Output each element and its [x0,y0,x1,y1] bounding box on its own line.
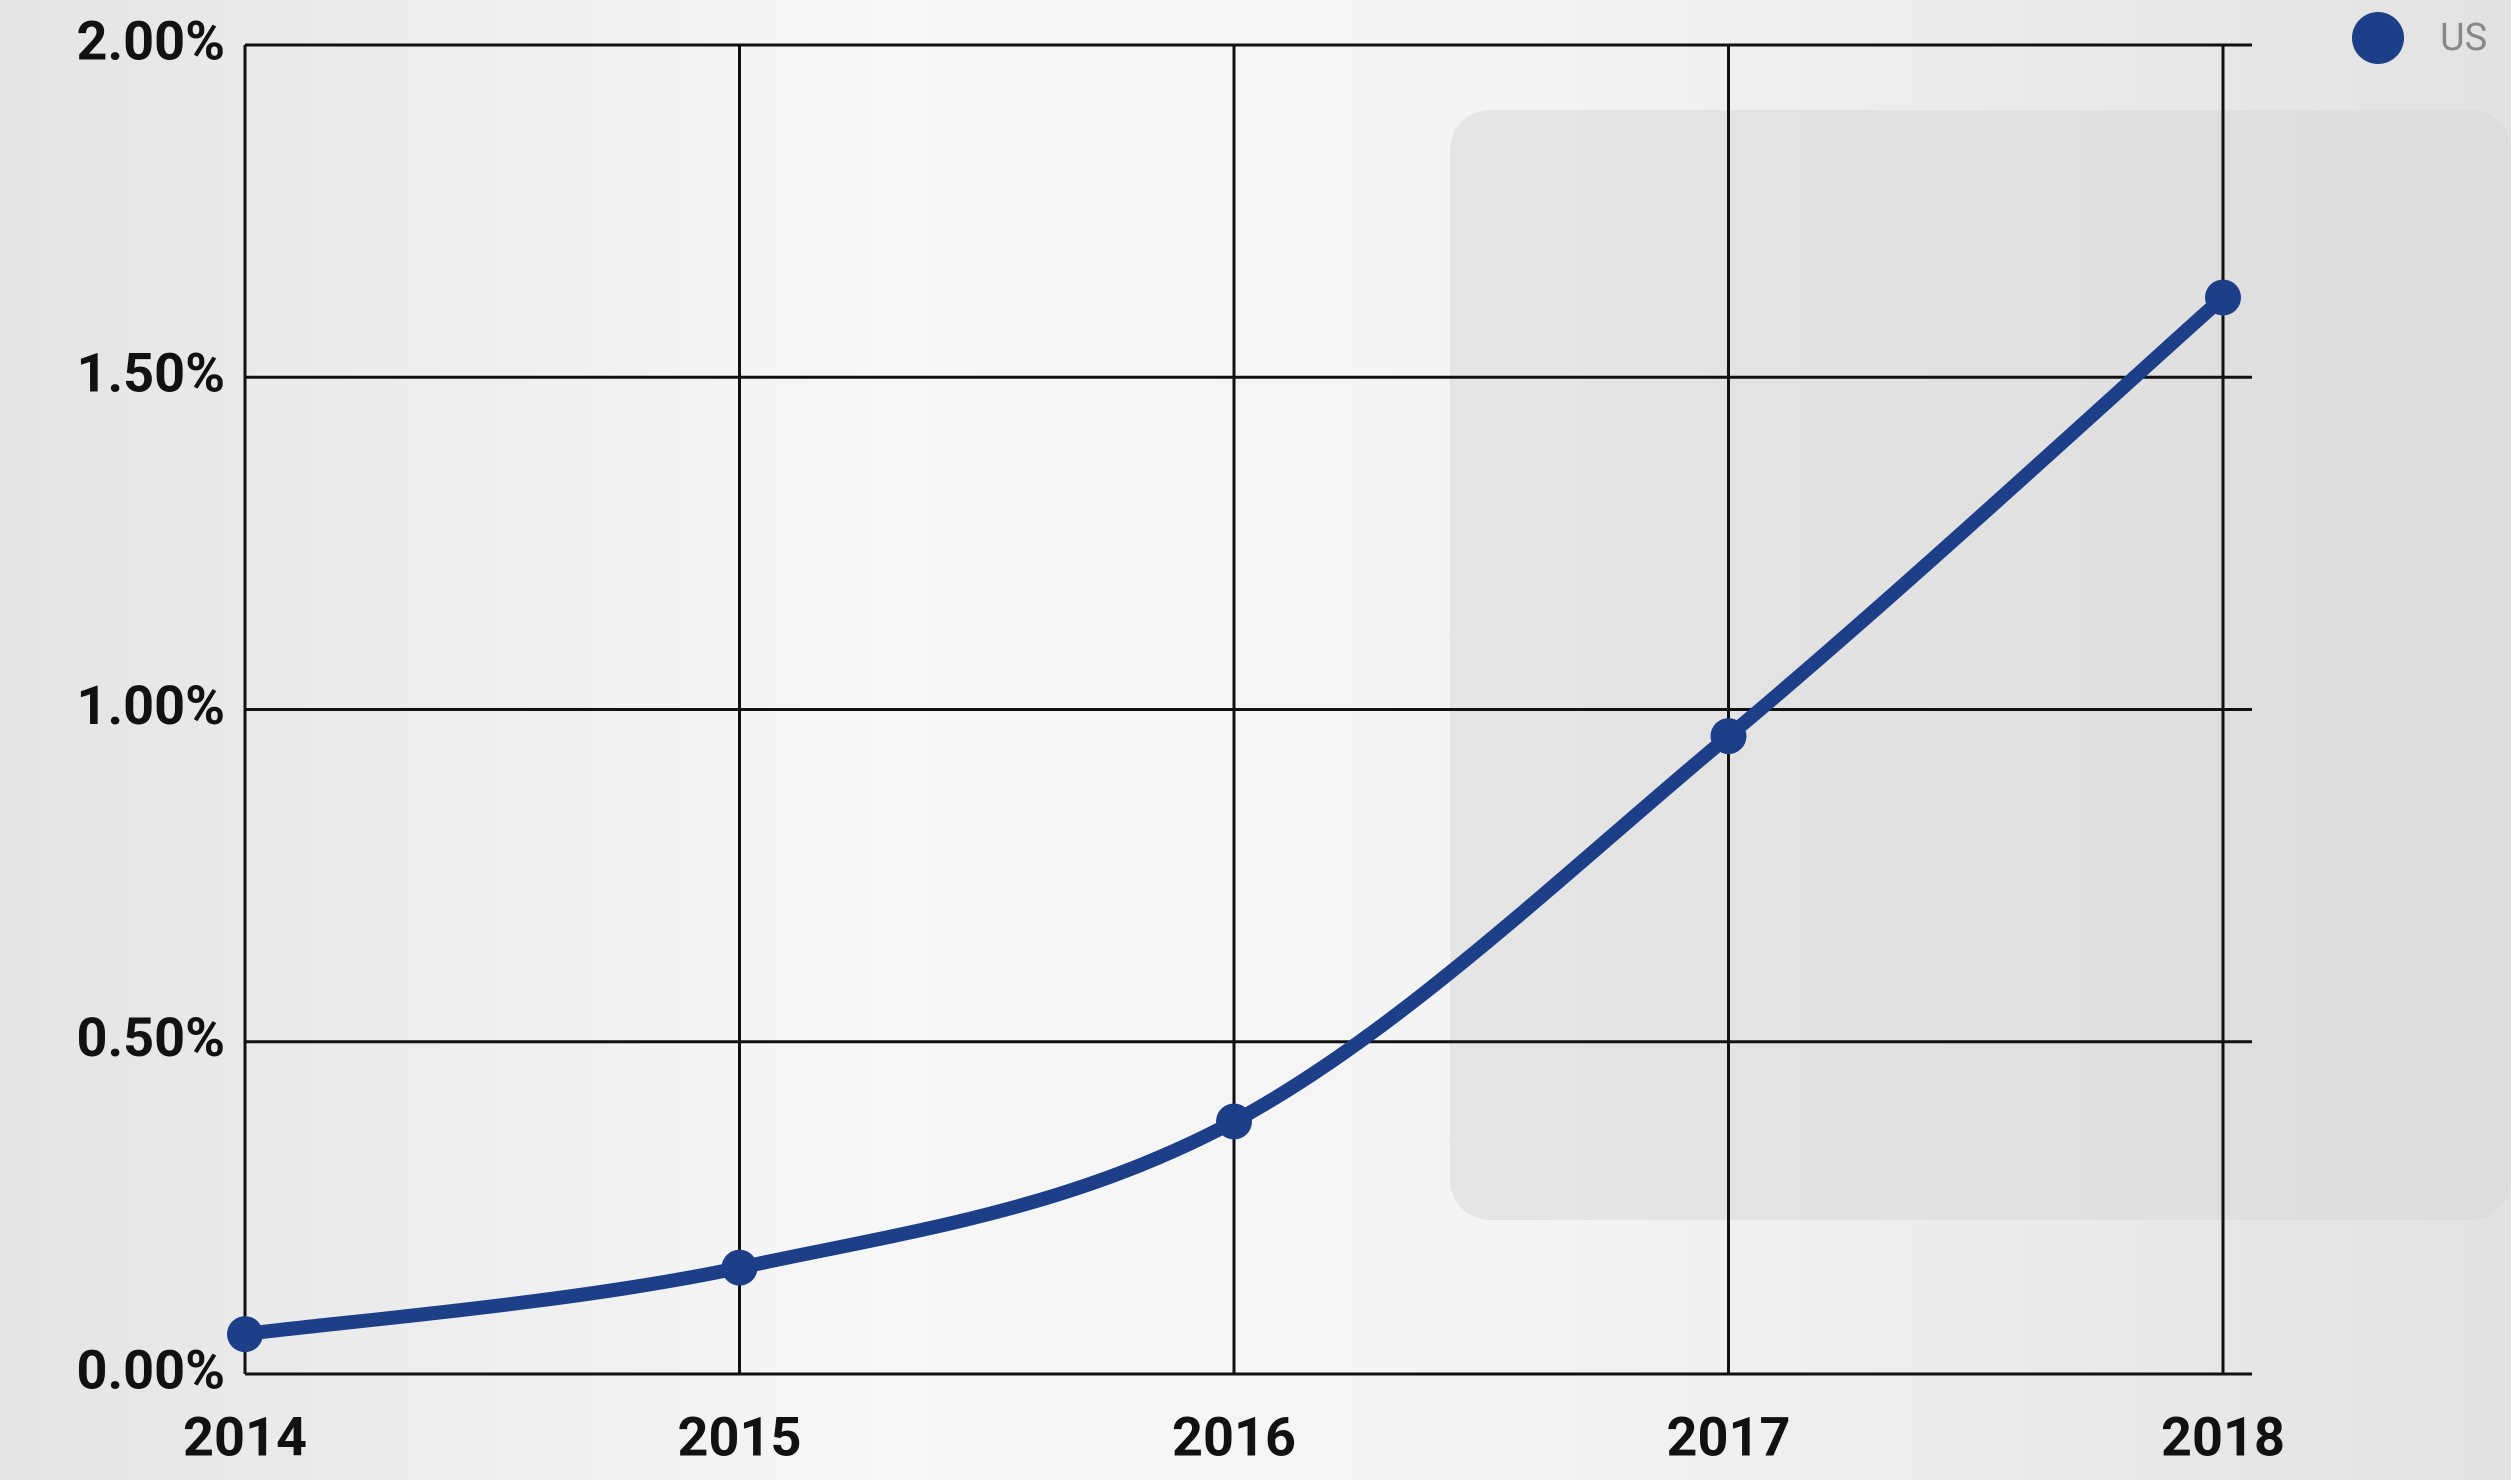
point [227,1316,263,1353]
point [2205,279,2241,316]
x-tick-label: 2017 [1667,1406,1791,1469]
background-device [1450,110,2511,1220]
y-tick-label: 0.00% [76,1339,225,1402]
point [1710,718,1747,755]
y-tick-label: 1.50% [76,343,225,406]
x-tick-label: 2016 [1172,1406,1296,1469]
x-tick-label: 2014 [183,1406,307,1469]
y-tick-label: 1.00% [76,675,225,738]
line [238,290,2230,1342]
x-tick-label: 2018 [2161,1406,2285,1469]
legend-label: US [2440,16,2487,60]
x-tick-label: 2015 [678,1406,802,1469]
y-tick-label: 2.00% [76,10,225,73]
point [1216,1103,1252,1140]
y-tick-label: 0.50% [76,1007,225,1070]
point [721,1249,758,1286]
legend-marker [2352,12,2404,64]
